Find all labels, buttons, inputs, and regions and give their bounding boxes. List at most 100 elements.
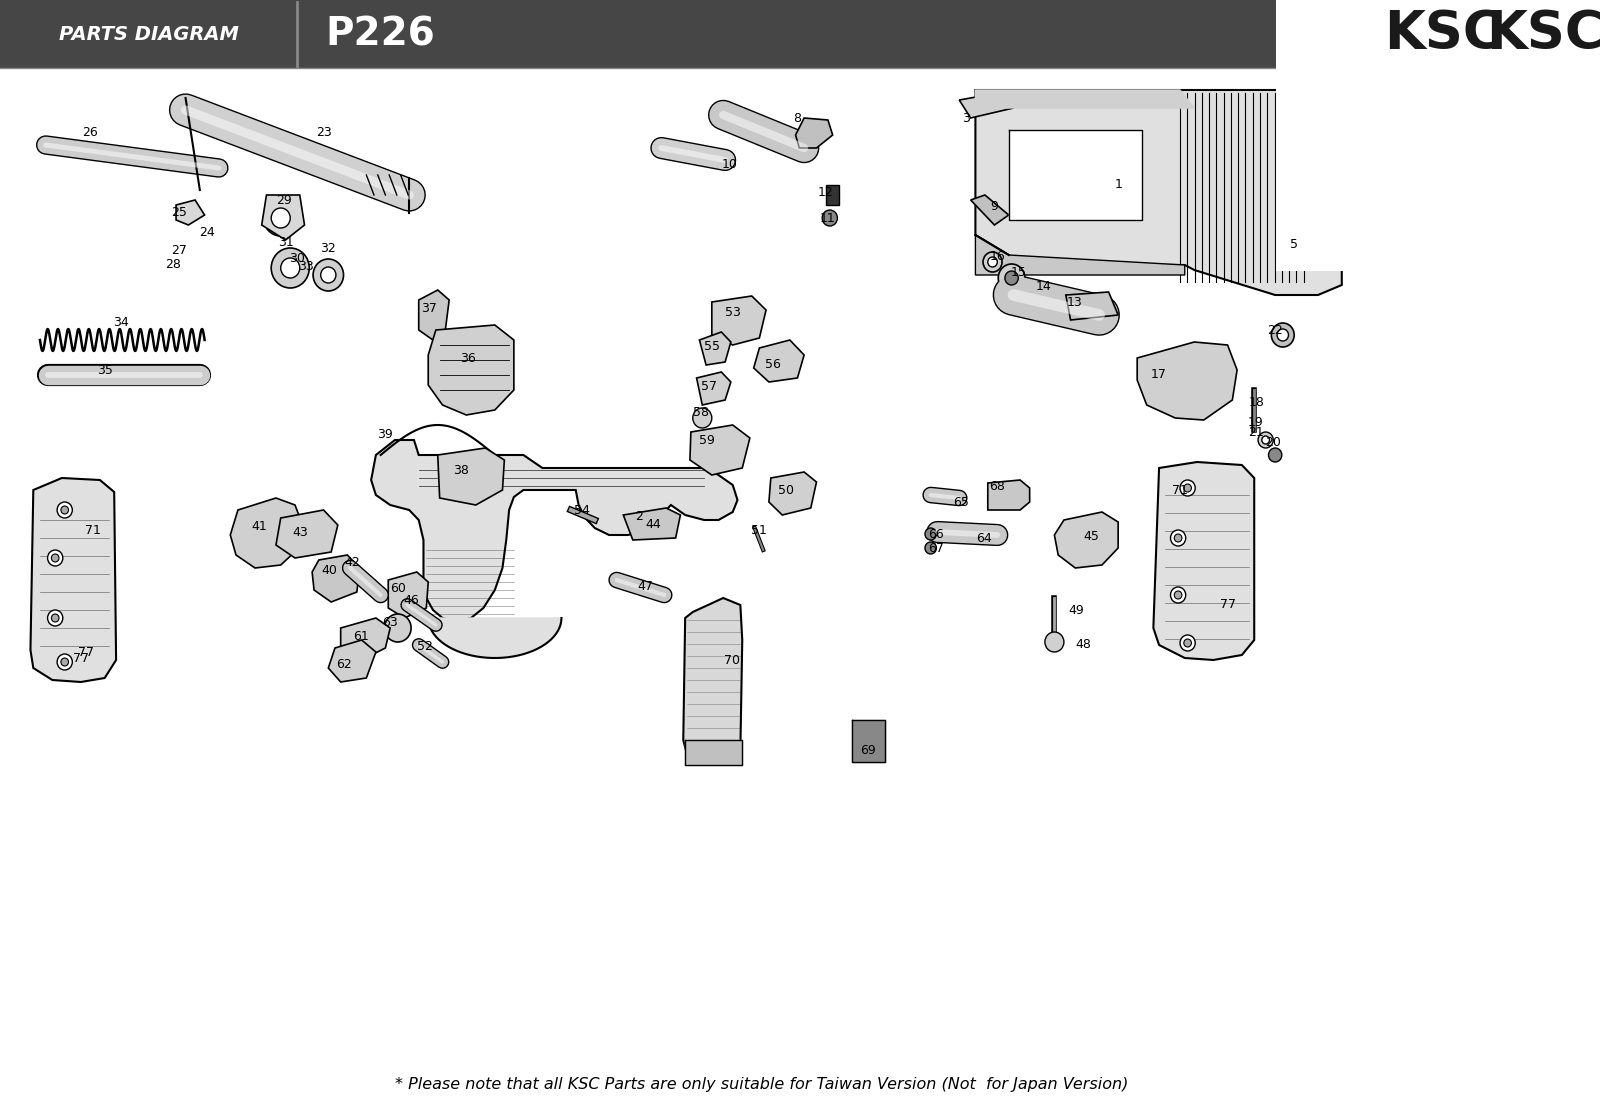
Text: 18: 18: [1250, 396, 1266, 409]
Polygon shape: [1054, 512, 1118, 568]
Text: 54: 54: [574, 503, 590, 517]
Text: 19: 19: [1248, 416, 1262, 428]
Text: 26: 26: [83, 126, 98, 139]
Polygon shape: [429, 618, 562, 658]
Text: 55: 55: [704, 341, 720, 354]
Polygon shape: [438, 448, 504, 505]
Circle shape: [61, 507, 69, 514]
Polygon shape: [624, 508, 680, 540]
Polygon shape: [312, 555, 360, 602]
Polygon shape: [960, 92, 1013, 118]
Text: 8: 8: [794, 112, 802, 125]
Circle shape: [1174, 534, 1182, 542]
Text: 68: 68: [989, 480, 1005, 493]
Text: 46: 46: [403, 594, 419, 606]
Text: 43: 43: [293, 526, 309, 540]
Text: 44: 44: [645, 519, 661, 532]
Circle shape: [1045, 632, 1064, 653]
Circle shape: [280, 258, 299, 278]
Circle shape: [51, 554, 59, 562]
Text: 67: 67: [928, 542, 944, 554]
Text: 45: 45: [1083, 531, 1099, 543]
Text: 33: 33: [299, 261, 314, 273]
Text: 64: 64: [976, 532, 992, 544]
Text: 5: 5: [1290, 239, 1298, 251]
Text: 51: 51: [750, 523, 766, 536]
Circle shape: [1184, 484, 1192, 492]
Circle shape: [1262, 436, 1269, 444]
Text: 53: 53: [725, 306, 741, 320]
Text: 32: 32: [320, 241, 336, 254]
Circle shape: [1005, 271, 1018, 285]
Text: 9: 9: [990, 200, 998, 213]
Polygon shape: [683, 598, 742, 762]
Circle shape: [314, 259, 344, 291]
Circle shape: [1171, 530, 1186, 546]
Text: 39: 39: [378, 428, 394, 441]
Polygon shape: [1138, 342, 1237, 420]
Text: 40: 40: [322, 563, 338, 576]
Text: 21: 21: [1248, 427, 1264, 439]
Polygon shape: [1066, 292, 1118, 320]
Text: 77: 77: [74, 651, 90, 665]
Text: 52: 52: [418, 640, 434, 654]
Text: 58: 58: [693, 407, 709, 419]
Text: 41: 41: [251, 521, 267, 533]
Text: 57: 57: [701, 380, 717, 394]
Polygon shape: [685, 740, 742, 765]
Text: 49: 49: [1069, 604, 1085, 616]
Circle shape: [384, 614, 411, 641]
Polygon shape: [262, 195, 304, 240]
Polygon shape: [851, 720, 885, 762]
Text: 61: 61: [352, 630, 368, 644]
Circle shape: [1181, 480, 1195, 495]
Text: 27: 27: [171, 243, 187, 257]
Polygon shape: [976, 90, 1194, 108]
Circle shape: [693, 408, 712, 428]
Text: 47: 47: [637, 580, 653, 593]
Text: 50: 50: [778, 483, 794, 497]
Circle shape: [61, 658, 69, 666]
Circle shape: [272, 208, 290, 228]
Polygon shape: [826, 185, 840, 205]
Text: 69: 69: [859, 744, 875, 758]
Polygon shape: [176, 200, 205, 225]
Polygon shape: [712, 296, 766, 345]
Circle shape: [1269, 448, 1282, 462]
Polygon shape: [754, 340, 805, 382]
Text: 13: 13: [1067, 296, 1082, 310]
Text: 25: 25: [171, 207, 187, 219]
Polygon shape: [371, 440, 738, 622]
Text: 11: 11: [821, 211, 835, 225]
Polygon shape: [1008, 131, 1142, 220]
Text: 30: 30: [290, 251, 306, 264]
Text: 12: 12: [818, 187, 834, 199]
Circle shape: [48, 611, 62, 626]
Text: 16: 16: [989, 250, 1005, 263]
Polygon shape: [699, 332, 731, 365]
Circle shape: [1174, 591, 1182, 599]
Circle shape: [1171, 587, 1186, 603]
Text: 14: 14: [1037, 281, 1051, 293]
Polygon shape: [230, 498, 302, 568]
Text: 22: 22: [1267, 323, 1283, 336]
Polygon shape: [419, 290, 450, 340]
Text: 35: 35: [96, 364, 112, 376]
Circle shape: [272, 248, 309, 288]
Text: * Please note that all KSC Parts are only suitable for Taiwan Version (Not  for : * Please note that all KSC Parts are onl…: [395, 1076, 1128, 1092]
Polygon shape: [770, 472, 816, 515]
Text: P226: P226: [325, 15, 435, 53]
Text: 17: 17: [1150, 368, 1166, 382]
Polygon shape: [976, 234, 1184, 275]
Circle shape: [58, 502, 72, 518]
Circle shape: [925, 542, 936, 554]
Text: 38: 38: [453, 463, 469, 477]
Circle shape: [58, 654, 72, 670]
Text: 56: 56: [765, 358, 781, 372]
Text: 77: 77: [78, 646, 94, 658]
Polygon shape: [1154, 462, 1254, 660]
Text: 31: 31: [278, 237, 293, 250]
Text: 59: 59: [699, 434, 715, 447]
Text: 34: 34: [114, 316, 128, 330]
Bar: [0, 0, 1523, 67]
